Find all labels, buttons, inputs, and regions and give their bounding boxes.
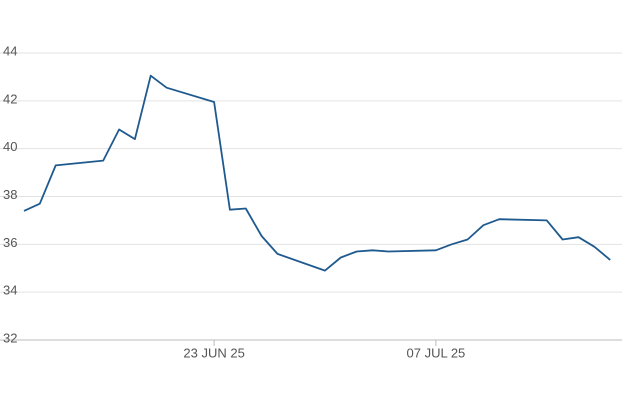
y-tick-label: 36 [3,235,17,250]
y-tick-label: 38 [3,187,17,202]
price-line [23,74,611,272]
x-tick-label: 23 JUN 25 [183,345,244,360]
y-tick-label: 40 [3,139,17,154]
y-tick-label: 34 [3,283,17,298]
x-tick-label: 07 JUL 25 [407,345,466,360]
y-tick-label: 42 [3,91,17,106]
y-tick-label: 44 [3,43,17,58]
y-tick-label: 32 [3,330,17,345]
